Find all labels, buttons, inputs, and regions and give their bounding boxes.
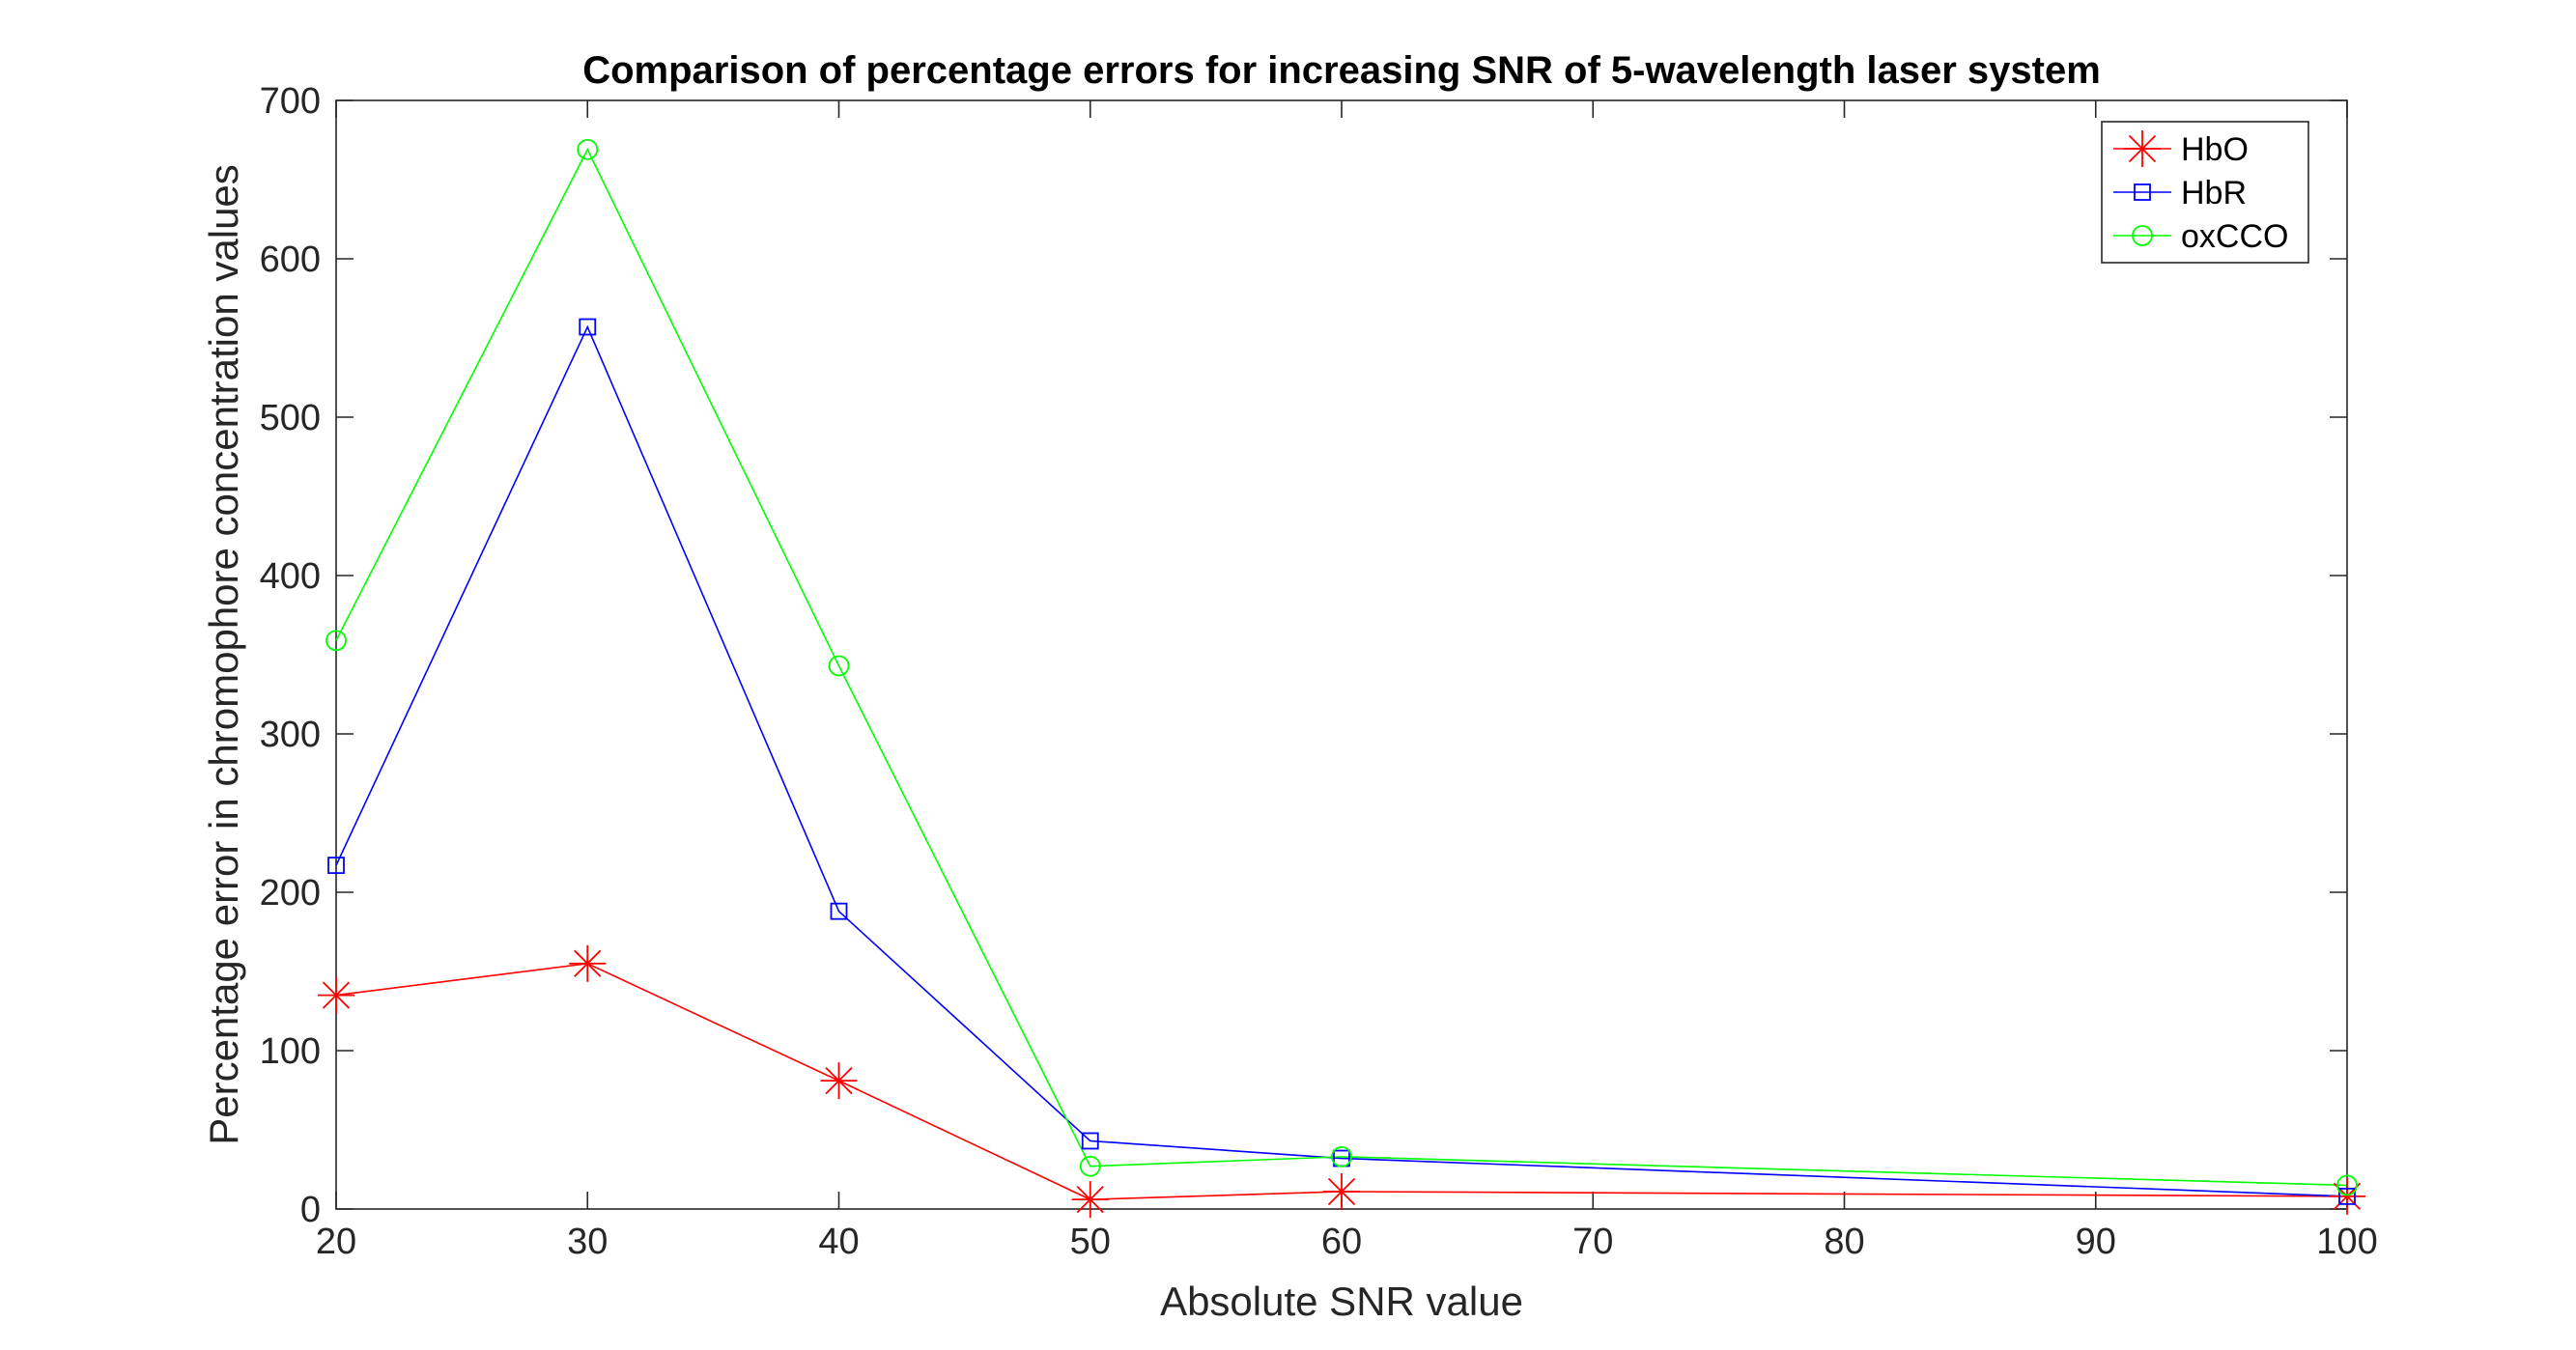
legend-marker — [2134, 183, 2151, 201]
legend-marker — [2124, 130, 2161, 167]
legend-label: oxCCO — [2181, 218, 2288, 255]
y-tick-label: 400 — [260, 556, 321, 597]
x-tick-label: 100 — [2316, 1222, 2377, 1262]
data-point-hbo — [1071, 1181, 1109, 1219]
data-point-hbr — [830, 902, 848, 920]
legend-item-hbr: HbR — [2113, 175, 2247, 211]
x-tick-label: 30 — [567, 1222, 608, 1262]
data-point-oxcco — [326, 630, 347, 652]
series-line-oxcco — [335, 148, 2348, 1187]
data-point-oxcco — [1079, 1155, 1101, 1177]
legend: HbO HbR oxCCO — [2101, 121, 2309, 264]
data-point-hbr — [327, 857, 345, 875]
y-axis-label: Percentage error in chromophore concentr… — [201, 164, 246, 1145]
data-point-hbo — [569, 944, 607, 982]
data-point-oxcco — [828, 655, 850, 677]
x-tick-label: 70 — [1572, 1222, 1613, 1262]
y-tick-label: 200 — [260, 873, 321, 914]
y-tick-label: 0 — [300, 1190, 321, 1230]
data-point-oxcco — [577, 138, 599, 160]
data-point-hbr — [1081, 1132, 1099, 1150]
marker-stroke — [2128, 134, 2157, 163]
legend-item-hbo: HbO — [2113, 130, 2249, 168]
legend-label: HbR — [2181, 175, 2247, 211]
x-tick-label: 50 — [1070, 1222, 1111, 1262]
legend-marker — [2132, 225, 2153, 246]
marker-stroke — [322, 981, 351, 1009]
data-point-hbo — [1323, 1172, 1360, 1210]
x-axis-label: Absolute SNR value — [1160, 1279, 1523, 1324]
y-tick-label: 600 — [260, 239, 321, 280]
x-tick-label: 20 — [316, 1222, 356, 1262]
x-tick-label: 60 — [1321, 1222, 1362, 1262]
marker-stroke — [825, 1067, 853, 1095]
marker-stroke — [574, 949, 602, 977]
x-tick-label: 90 — [2076, 1222, 2116, 1262]
legend-item-oxcco: oxCCO — [2113, 218, 2288, 255]
data-point-oxcco — [2336, 1174, 2358, 1196]
y-tick-label: 700 — [260, 81, 321, 122]
y-tick-label: 500 — [260, 398, 321, 438]
marker-stroke — [1327, 1177, 1356, 1206]
x-tick-label: 80 — [1824, 1222, 1864, 1262]
data-point-hbr — [579, 318, 597, 336]
chart-title: Comparison of percentage errors for incr… — [582, 49, 2101, 92]
y-tick-label: 100 — [260, 1031, 321, 1072]
marker-stroke — [1076, 1186, 1104, 1214]
plot-frame — [335, 99, 2348, 1210]
series-line-hbo — [335, 962, 2348, 1200]
data-point-hbo — [820, 1062, 858, 1100]
data-point-hbo — [318, 976, 354, 1014]
legend-label: HbO — [2181, 131, 2249, 168]
y-tick-label: 300 — [260, 715, 321, 755]
data-point-oxcco — [1331, 1145, 1352, 1167]
data-point-hbr — [2338, 1187, 2356, 1205]
series-line-hbr — [335, 324, 2348, 1197]
data-point-hbo — [2329, 1177, 2365, 1215]
x-tick-label: 40 — [818, 1222, 859, 1262]
